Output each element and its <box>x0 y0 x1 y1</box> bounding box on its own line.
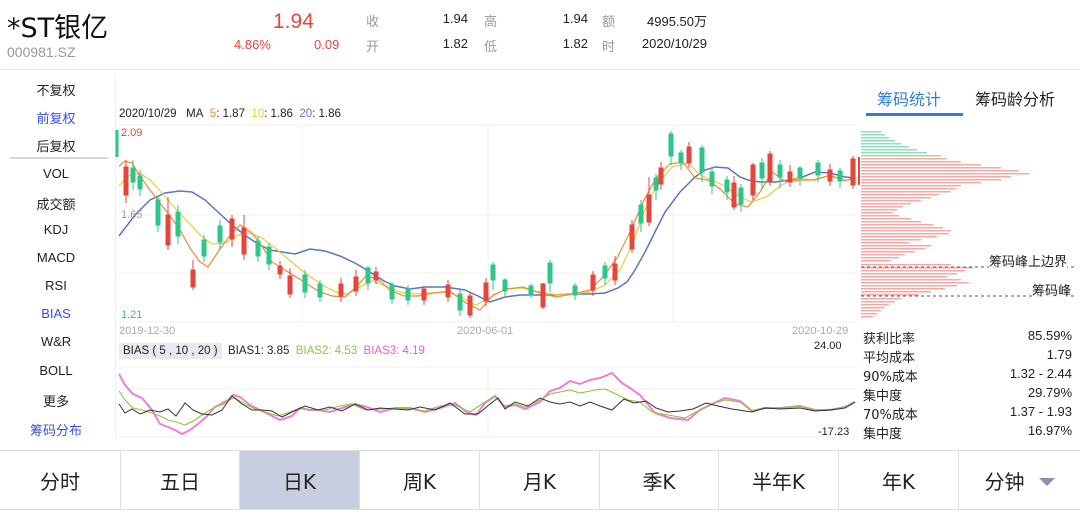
tab-chip-age-analysis[interactable]: 筹码龄分析 <box>975 90 1056 109</box>
bias1-value: BIAS1: 3.85 <box>228 345 290 357</box>
menu-item-wr[interactable]: W&R <box>40 334 72 349</box>
menu-item-macd[interactable]: MACD <box>36 250 76 265</box>
stat-value-70-cost: 1.37 - 1.93 <box>1009 404 1072 419</box>
ma10-key: 10 <box>251 108 265 120</box>
tab-intraday[interactable]: 分时 <box>0 451 121 509</box>
y-axis-high: 2.09 <box>121 127 143 139</box>
stat-label-70-cost: 70%成本 <box>863 408 918 423</box>
bias3-value: BIAS3: 4.19 <box>363 345 425 357</box>
stat-label-concentration-90: 集中度 <box>863 389 903 404</box>
ma-label: MA <box>186 108 204 120</box>
current-price: 1.94 <box>273 10 314 33</box>
bias-legend: BIAS ( 5 , 10 , 20 ) BIAS1: 3.85 BIAS2: … <box>119 343 425 359</box>
ma20-key: 20 <box>299 108 313 120</box>
menu-item-backward-adjust[interactable]: 后复权 <box>36 139 76 154</box>
quote-value-high: 1.94 <box>562 11 588 26</box>
menu-item-boll[interactable]: BOLL <box>39 363 73 378</box>
stat-label-avg-cost: 平均成本 <box>863 351 916 366</box>
tab-weekly-k[interactable]: 周K <box>360 451 480 509</box>
quote-label-amount: 额 <box>602 15 616 30</box>
menu-item-forward-adjust[interactable]: 前复权 <box>36 111 76 126</box>
tab-five-day[interactable]: 五日 <box>121 451 240 509</box>
kline-chart-area[interactable] <box>115 75 860 439</box>
tab-label: 半年K <box>751 469 806 494</box>
stat-label-profit-ratio: 获利比率 <box>863 332 916 347</box>
ma10-value: : 1.86 <box>264 108 293 120</box>
quote-value-amount: 4995.50万 <box>647 14 707 29</box>
quote-value-open: 1.82 <box>442 36 468 51</box>
tab-monthly-k[interactable]: 月K <box>480 451 600 509</box>
tab-label: 分时 <box>40 469 80 494</box>
ma5-value: : 1.87 <box>216 108 245 120</box>
bias-y-min: -17.23 <box>818 426 850 438</box>
quote-label-low: 低 <box>484 40 498 55</box>
stat-value-avg-cost: 1.79 <box>1046 347 1072 362</box>
tab-label: 日K <box>282 469 317 494</box>
tab-chip-stats[interactable]: 筹码统计 <box>877 90 942 109</box>
menu-divider <box>10 157 108 159</box>
stat-label-90-cost: 90%成本 <box>863 370 918 385</box>
menu-item-rsi[interactable]: RSI <box>45 278 67 293</box>
chip-peak-upper-bound-label: 筹码峰上边界 <box>989 251 1068 270</box>
chip-distribution-bars <box>858 131 1075 318</box>
stat-value-profit-ratio: 85.59% <box>1027 328 1072 343</box>
quote-label-open: 开 <box>366 40 380 55</box>
tab-yearly-k[interactable]: 年K <box>839 451 959 509</box>
stat-value-concentration-70: 16.97% <box>1027 423 1072 438</box>
change-amount: 0.09 <box>314 37 340 52</box>
menu-item-more[interactable]: 更多 <box>42 394 69 409</box>
quote-value-close: 1.94 <box>442 11 468 26</box>
ma-legend: 2020/10/29 MA 5: 1.87 10: 1.86 20: 1.86 <box>119 108 341 120</box>
menu-item-kdj[interactable]: KDJ <box>43 222 69 237</box>
quote-label-close: 收 <box>366 15 380 30</box>
period-tab-bar: 分时 五日 日K 周K 月K 季K 半年K 年K 分钟 <box>0 450 1080 510</box>
ma-date: 2020/10/29 <box>119 108 177 120</box>
tab-label: 分钟 <box>984 469 1025 494</box>
ma20-value: : 1.86 <box>312 108 341 120</box>
dropdown-arrow-icon <box>1038 477 1055 486</box>
ma5-key: 5 <box>209 108 217 120</box>
menu-item-bias[interactable]: BIAS <box>41 306 71 321</box>
bias-params-tag[interactable]: BIAS ( 5 , 10 , 20 ) <box>119 343 222 359</box>
x-axis-mid: 2020-06-01 <box>457 325 514 337</box>
quote-value-low: 1.82 <box>562 36 588 51</box>
bias-y-max: 24.00 <box>814 340 842 352</box>
change-percent: 4.86% <box>234 37 271 52</box>
menu-item-vol[interactable]: VOL <box>42 166 69 181</box>
tab-daily-k[interactable]: 日K <box>240 451 360 509</box>
tab-label: 月K <box>522 469 557 494</box>
menu-item-chip-distribution[interactable]: 筹码分布 <box>29 423 82 438</box>
x-axis-start: 2019-12-30 <box>119 325 176 337</box>
chip-peak-label: 筹码峰 <box>1032 280 1072 299</box>
quote-value-time: 2020/10/29 <box>641 36 707 51</box>
indicator-menu: 不复权 前复权 后复权 VOL 成交额 KDJ MACD RSI BIAS W&… <box>0 75 112 443</box>
menu-item-no-adjust[interactable]: 不复权 <box>36 83 76 98</box>
tab-label: 周K <box>402 469 437 494</box>
quote-label-high: 高 <box>484 15 498 30</box>
bias2-value: BIAS2: 4.53 <box>295 345 358 357</box>
candlesticks <box>123 131 856 318</box>
x-axis-end: 2020-10-29 <box>792 325 849 337</box>
active-tab-indicator <box>866 113 963 116</box>
stock-header: *ST银亿 000981.SZ 1.94 4.86% 0.09 收 1.94 高… <box>0 0 1080 70</box>
y-axis-mid: 1.65 <box>121 209 143 221</box>
tab-quarterly-k[interactable]: 季K <box>600 451 719 509</box>
tab-minute-dropdown[interactable]: 分钟 <box>959 451 1080 509</box>
stock-name: *ST银亿 <box>7 13 109 44</box>
tab-half-year-k[interactable]: 半年K <box>719 451 839 509</box>
stat-value-90-cost: 1.32 - 2.44 <box>1009 366 1072 381</box>
tab-label: 年K <box>881 469 916 494</box>
stat-value-concentration-90: 29.79% <box>1027 385 1072 400</box>
y-axis-low: 1.21 <box>121 309 143 321</box>
stock-code: 000981.SZ <box>7 44 76 60</box>
stat-label-concentration-70: 集中度 <box>863 427 903 442</box>
menu-item-turnover[interactable]: 成交额 <box>36 197 76 212</box>
tab-label: 季K <box>642 469 676 494</box>
tab-label: 五日 <box>160 469 200 494</box>
quote-label-time: 时 <box>602 40 616 55</box>
